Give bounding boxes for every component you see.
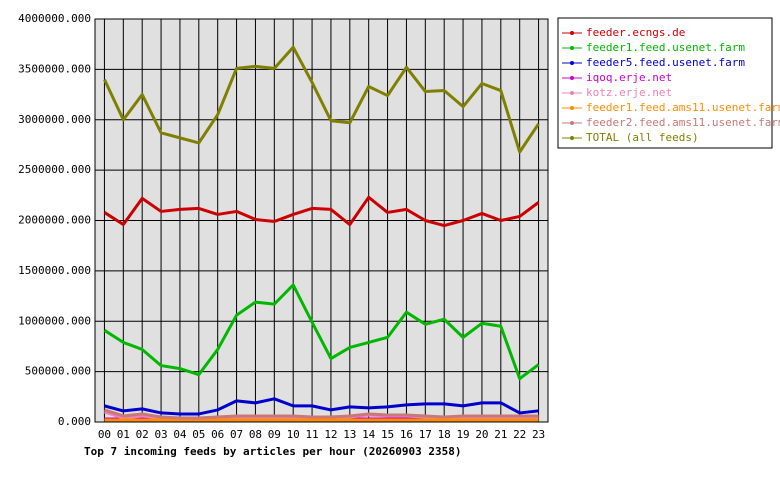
y-tick-label: 2000000.000: [18, 214, 91, 227]
x-tick-label: 04: [173, 428, 187, 441]
x-tick-label: 16: [400, 428, 413, 441]
legend-label: iqoq.erje.net: [586, 71, 672, 84]
legend-box: [557, 17, 773, 149]
x-tick-label: 20: [475, 428, 488, 441]
x-tick-label: 02: [136, 428, 149, 441]
y-tick-label: 4000000.000: [18, 12, 91, 25]
chart-title: Top 7 incoming feeds by articles per hou…: [84, 445, 462, 458]
x-tick-label: 11: [305, 428, 318, 441]
x-tick-label: 12: [324, 428, 337, 441]
x-tick-label: 00: [98, 428, 111, 441]
legend-label: TOTAL (all feeds): [586, 131, 699, 144]
y-tick-label: 2500000.000: [18, 163, 91, 176]
x-tick-label: 06: [211, 428, 224, 441]
x-tick-label: 07: [230, 428, 243, 441]
legend-label: feeder5.feed.usenet.farm: [586, 56, 745, 69]
y-tick-label: 0.000: [58, 415, 91, 428]
y-tick-label: 1000000.000: [18, 314, 91, 327]
series-line: [103, 195, 540, 228]
x-tick-label: 03: [154, 428, 167, 441]
legend-label: feeder1.feed.ams11.usenet.farm: [586, 101, 780, 114]
x-tick-label: 05: [192, 428, 205, 441]
x-tick-label: 19: [456, 428, 469, 441]
x-tick-label: 15: [381, 428, 394, 441]
x-tick-label: 08: [249, 428, 262, 441]
legend-marker: [570, 61, 574, 65]
series-line: [104, 397, 539, 416]
series-line: [103, 45, 540, 154]
legend-marker: [570, 46, 574, 50]
x-tick-label: 13: [343, 428, 356, 441]
legend-marker: [570, 91, 574, 95]
x-tick-label: 14: [362, 428, 376, 441]
x-tick-label: 21: [494, 428, 507, 441]
legend-label: kotz.erje.net: [586, 86, 672, 99]
y-tick-label: 3000000.000: [18, 113, 91, 126]
legend-marker: [570, 121, 574, 125]
legend-label: feeder.ecngs.de: [586, 26, 685, 39]
legend-label: feeder2.feed.ams11.usenet.farm: [586, 116, 780, 129]
legend-marker: [570, 136, 574, 140]
x-tick-label: 23: [532, 428, 545, 441]
y-tick-label: 1500000.000: [18, 264, 91, 277]
legend-label: feeder1.feed.usenet.farm: [586, 41, 745, 54]
x-tick-label: 01: [117, 428, 130, 441]
y-tick-label: 3500000.000: [18, 62, 91, 75]
legend-marker: [570, 31, 574, 35]
x-tick-label: 09: [268, 428, 281, 441]
x-tick-label: 17: [419, 428, 432, 441]
x-tick-label: 10: [287, 428, 300, 441]
x-tick-label: 18: [438, 428, 451, 441]
y-tick-label: 500000.000: [25, 365, 91, 378]
legend-marker: [570, 106, 574, 110]
series-line: [103, 408, 539, 420]
series-line: [103, 283, 540, 381]
legend-marker: [570, 76, 574, 80]
x-tick-label: 22: [513, 428, 526, 441]
